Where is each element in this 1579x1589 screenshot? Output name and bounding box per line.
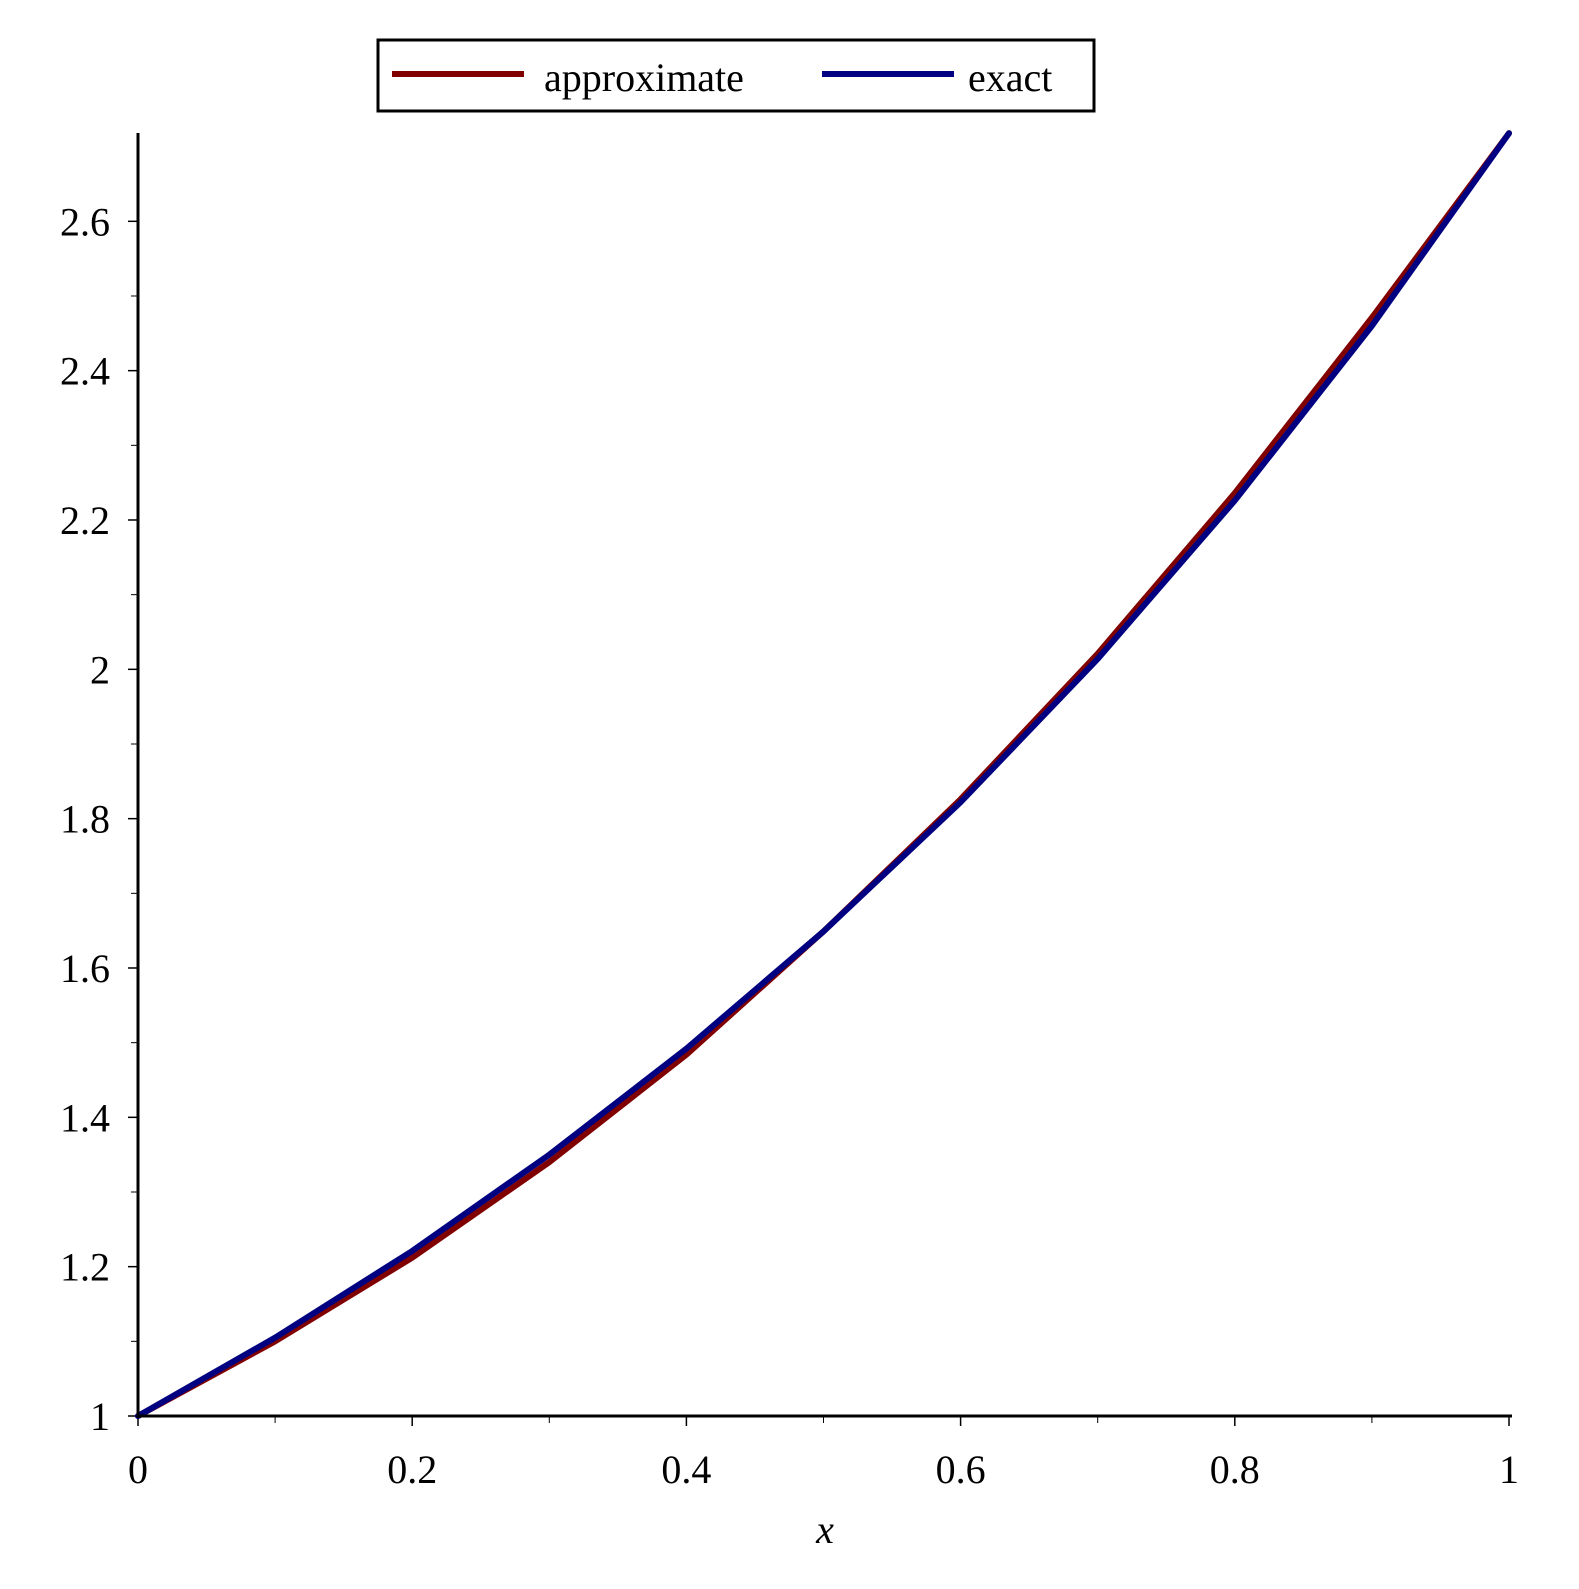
x-tick-label: 0.2 bbox=[387, 1447, 437, 1492]
y-tick-label: 1 bbox=[90, 1394, 110, 1439]
y-tick-label: 1.4 bbox=[60, 1095, 110, 1140]
legend-label-exact: exact bbox=[968, 55, 1052, 100]
tick-labels: 0 0.2 0.4 0.6 0.8 1 1 1.2 1.4 1.6 1.8 2 2.2 2.4 2.6 bbox=[60, 199, 1519, 1492]
y-tick-label: 1.2 bbox=[60, 1245, 110, 1290]
legend-label-approximate: approximate bbox=[544, 55, 744, 100]
x-tick-label: 0 bbox=[128, 1447, 148, 1492]
y-tick-label: 2.4 bbox=[60, 349, 110, 394]
x-tick-label: 0.4 bbox=[661, 1447, 711, 1492]
series-lines bbox=[135, 130, 1512, 1419]
y-tick-label: 2.2 bbox=[60, 498, 110, 543]
y-tick-label: 2 bbox=[90, 647, 110, 692]
series-line-exact bbox=[135, 130, 1512, 1419]
y-tick-label: 2.6 bbox=[60, 199, 110, 244]
x-tick-label: 0.8 bbox=[1210, 1447, 1260, 1492]
legend: approximate exact bbox=[376, 38, 1096, 113]
series-line-approximate bbox=[135, 130, 1512, 1419]
axis-ticks bbox=[128, 220, 1510, 1426]
x-axis-title: x bbox=[815, 1507, 834, 1552]
y-tick-label: 1.6 bbox=[60, 946, 110, 991]
x-tick-label: 1 bbox=[1499, 1447, 1519, 1492]
x-tick-label: 0.6 bbox=[936, 1447, 986, 1492]
y-tick-label: 1.8 bbox=[60, 797, 110, 842]
